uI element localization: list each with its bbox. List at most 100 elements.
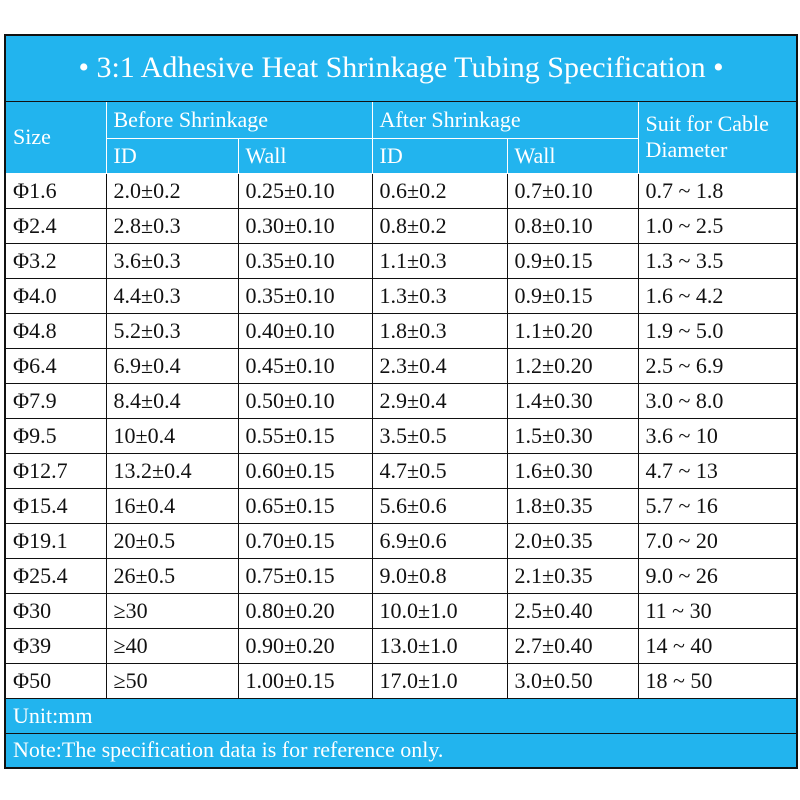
- table-cell: 0.40±0.10: [237, 312, 373, 349]
- table-row: Φ7.9 8.4±0.4 0.50±0.10 2.9±0.4 1.4±0.30 3.0 ~…: [4, 382, 798, 419]
- table-cell: 9.0 ~ 26: [637, 557, 798, 594]
- table-cell: 1.1±0.3: [371, 242, 508, 279]
- table-cell: 1.4±0.30: [506, 382, 639, 419]
- table-cell: 0.45±0.10: [237, 347, 373, 384]
- table-cell: 0.35±0.10: [237, 277, 373, 314]
- header-id: ID: [371, 137, 508, 174]
- table-row: Φ2.4 2.8±0.3 0.30±0.10 0.8±0.2 0.8±0.10 1.0 ~…: [4, 207, 798, 244]
- spec-table: • 3:1 Adhesive Heat Shrinkage Tubing Spe…: [4, 34, 799, 769]
- footer-note: Note:The specification data is for refer…: [4, 732, 798, 769]
- table-cell: 1.6 ~ 4.2: [637, 277, 798, 314]
- footer-unit: Unit:mm: [4, 697, 798, 734]
- table-row: Φ3.2 3.6±0.3 0.35±0.10 1.1±0.3 0.9±0.15 1.3 ~…: [4, 242, 798, 279]
- table-cell: Φ4.8: [4, 312, 107, 349]
- table-cell: 7.0 ~ 20: [637, 522, 798, 559]
- table-cell: Φ9.5: [4, 417, 107, 454]
- table-cell: 0.80±0.20: [237, 592, 373, 629]
- table-row: Φ30 ≥30 0.80±0.20 10.0±1.0 2.5±0.40 11 ~ 30: [4, 592, 798, 629]
- table-cell: 2.0±0.2: [105, 172, 239, 209]
- table-cell: 0.50±0.10: [237, 382, 373, 419]
- table-cell: 0.60±0.15: [237, 452, 373, 489]
- table-cell: 13.2±0.4: [105, 452, 239, 489]
- table-cell: 3.5±0.5: [371, 417, 508, 454]
- table-cell: 0.90±0.20: [237, 627, 373, 664]
- table-cell: 2.8±0.3: [105, 207, 239, 244]
- header-id: ID: [105, 137, 239, 174]
- header-suit: Suit for Cable Diameter: [637, 100, 798, 174]
- table-cell: 0.30±0.10: [237, 207, 373, 244]
- table-cell: Φ39: [4, 627, 107, 664]
- table-cell: 1.00±0.15: [237, 662, 373, 699]
- table-row: Φ6.4 6.9±0.4 0.45±0.10 2.3±0.4 1.2±0.20 2.5 ~…: [4, 347, 798, 384]
- table-cell: 1.5±0.30: [506, 417, 639, 454]
- table-cell: 2.5 ~ 6.9: [637, 347, 798, 384]
- table-cell: 16±0.4: [105, 487, 239, 524]
- table-cell: 26±0.5: [105, 557, 239, 594]
- footer-row: Unit:mm: [4, 697, 798, 734]
- table-cell: 2.7±0.40: [506, 627, 639, 664]
- table-cell: 17.0±1.0: [371, 662, 508, 699]
- table-cell: 1.6±0.30: [506, 452, 639, 489]
- table-cell: Φ50: [4, 662, 107, 699]
- table-cell: 0.9±0.15: [506, 277, 639, 314]
- table-cell: 2.0±0.35: [506, 522, 639, 559]
- table-cell: 18 ~ 50: [637, 662, 798, 699]
- table-cell: 2.3±0.4: [371, 347, 508, 384]
- table-row: Φ19.1 20±0.5 0.70±0.15 6.9±0.6 2.0±0.35 7.0 ~…: [4, 522, 798, 559]
- table-cell: Φ25.4: [4, 557, 107, 594]
- table-cell: 2.9±0.4: [371, 382, 508, 419]
- table-cell: 4.7±0.5: [371, 452, 508, 489]
- table-cell: 1.8±0.3: [371, 312, 508, 349]
- table-cell: 3.0 ~ 8.0: [637, 382, 798, 419]
- table-cell: 0.9±0.15: [506, 242, 639, 279]
- table-cell: 1.2±0.20: [506, 347, 639, 384]
- table-cell: 0.7 ~ 1.8: [637, 172, 798, 209]
- table-cell: 0.8±0.10: [506, 207, 639, 244]
- table-cell: Φ4.0: [4, 277, 107, 314]
- table-cell: 1.1±0.20: [506, 312, 639, 349]
- table-row: Φ50 ≥50 1.00±0.15 17.0±1.0 3.0±0.50 18 ~ 50: [4, 662, 798, 699]
- header-before: Before Shrinkage: [105, 100, 373, 139]
- table-cell: 11 ~ 30: [637, 592, 798, 629]
- table-cell: 6.9±0.6: [371, 522, 508, 559]
- table-cell: 5.2±0.3: [105, 312, 239, 349]
- table-cell: Φ2.4: [4, 207, 107, 244]
- header-after: After Shrinkage: [371, 100, 639, 139]
- table-cell: 1.3 ~ 3.5: [637, 242, 798, 279]
- table-cell: 13.0±1.0: [371, 627, 508, 664]
- table-row: Φ4.0 4.4±0.3 0.35±0.10 1.3±0.3 0.9±0.15 1.6 ~…: [4, 277, 798, 314]
- table-row: Φ25.4 26±0.5 0.75±0.15 9.0±0.8 2.1±0.35 9.0 ~…: [4, 557, 798, 594]
- table-cell: ≥30: [105, 592, 239, 629]
- table-cell: 20±0.5: [105, 522, 239, 559]
- title: • 3:1 Adhesive Heat Shrinkage Tubing Spe…: [4, 34, 798, 102]
- table-cell: 5.7 ~ 16: [637, 487, 798, 524]
- table-cell: 0.8±0.2: [371, 207, 508, 244]
- table-cell: Φ12.7: [4, 452, 107, 489]
- footer-row: Note:The specification data is for refer…: [4, 732, 798, 769]
- table-cell: 14 ~ 40: [637, 627, 798, 664]
- table-cell: 2.5±0.40: [506, 592, 639, 629]
- table-cell: 1.3±0.3: [371, 277, 508, 314]
- table-cell: ≥40: [105, 627, 239, 664]
- table-cell: 9.0±0.8: [371, 557, 508, 594]
- table-cell: 0.35±0.10: [237, 242, 373, 279]
- table-cell: 5.6±0.6: [371, 487, 508, 524]
- header-wall: Wall: [506, 137, 639, 174]
- table-cell: ≥50: [105, 662, 239, 699]
- table-cell: 10±0.4: [105, 417, 239, 454]
- table-cell: 4.4±0.3: [105, 277, 239, 314]
- table-row: Φ12.7 13.2±0.4 0.60±0.15 4.7±0.5 1.6±0.30 4.7…: [4, 452, 798, 489]
- table-cell: 0.7±0.10: [506, 172, 639, 209]
- table-cell: Φ3.2: [4, 242, 107, 279]
- table-row: Φ39 ≥40 0.90±0.20 13.0±1.0 2.7±0.40 14 ~ 40: [4, 627, 798, 664]
- table-row: Φ15.4 16±0.4 0.65±0.15 5.6±0.6 1.8±0.35 5.7 ~…: [4, 487, 798, 524]
- table-row: Φ4.8 5.2±0.3 0.40±0.10 1.8±0.3 1.1±0.20 1.9 ~…: [4, 312, 798, 349]
- table-cell: Φ1.6: [4, 172, 107, 209]
- table-cell: 1.9 ~ 5.0: [637, 312, 798, 349]
- table-cell: 0.25±0.10: [237, 172, 373, 209]
- table-cell: 0.6±0.2: [371, 172, 508, 209]
- table-cell: 0.70±0.15: [237, 522, 373, 559]
- table-cell: 10.0±1.0: [371, 592, 508, 629]
- header-size: Size: [4, 100, 107, 174]
